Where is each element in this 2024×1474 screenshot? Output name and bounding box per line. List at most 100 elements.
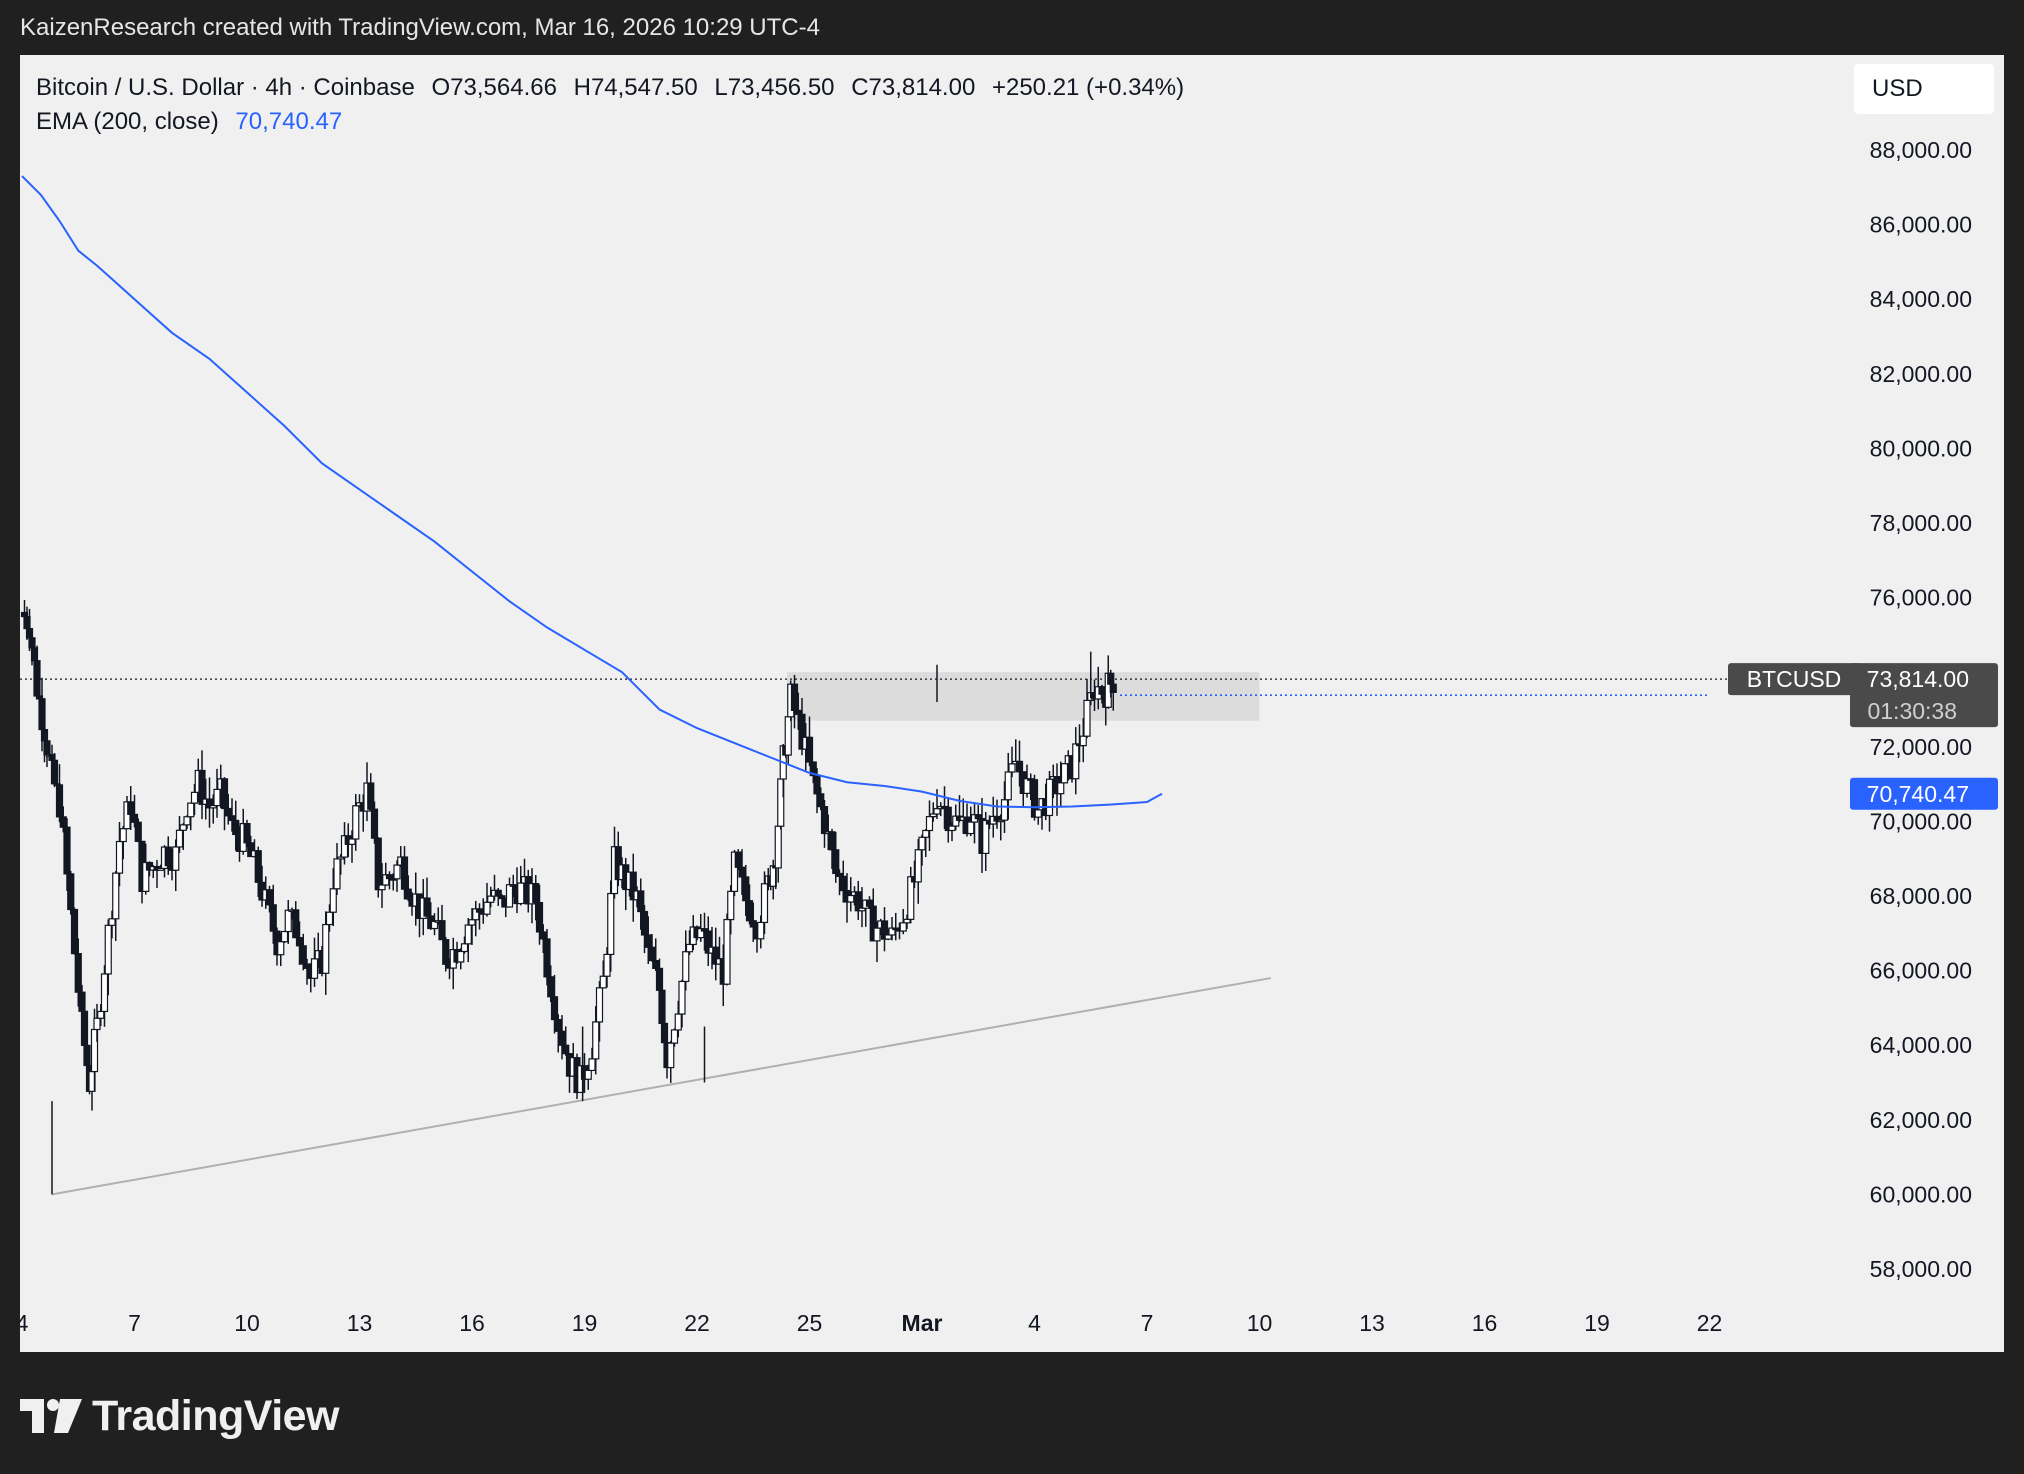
candle-body [599,975,607,989]
candle-body [303,963,311,969]
candle-body [190,791,199,804]
candle-body [254,850,262,883]
candle-body [1083,699,1091,737]
legend-high: H74,547.50 [573,74,698,101]
candle-body [948,825,956,832]
candle-body [457,950,465,963]
tradingview-logo-text: TradingView [92,1391,340,1440]
x-tick-label: 13 [347,1310,373,1336]
candle-body [119,828,127,843]
price-chart[interactable]: 88,000.00 86,000.00 84,000.00 82,000.00 80,0… [20,55,2004,1352]
candle-body [310,958,319,979]
y-tick-label: 64,000.00 [1870,1032,1972,1058]
candle-body [828,831,836,851]
legend-open: O73,564.66 [431,74,557,101]
legend-symbol[interactable]: Bitcoin / U.S. Dollar · 4h · Coinbase [36,74,415,101]
x-tick-label: 10 [234,1310,260,1336]
candle-body [847,894,855,903]
candle-body [322,923,330,974]
candle-body [175,829,184,848]
candle-body [400,856,409,890]
x-tick-label: 22 [1697,1310,1723,1336]
candle-body [404,888,412,900]
candle-body [112,872,120,920]
candle-body [115,840,124,874]
candle-body [640,910,649,936]
candle-body [378,884,386,891]
candle-body [757,921,765,940]
candle-body [607,892,615,956]
candle-body [265,889,274,906]
legend-change: +250.21 (+0.34%) [991,74,1185,101]
candles [20,599,1117,1195]
candle-body [59,816,67,828]
candle-body [179,824,187,831]
y-tick-label: 76,000.00 [1870,585,1972,611]
candle-body [884,934,892,940]
candle-body [1057,782,1065,795]
candle-body [817,793,825,808]
candle-body [100,973,109,1013]
legend-ema-row: EMA (200, close) 70,740.47 [36,105,1184,139]
last-price-label [1850,663,1998,728]
candle-body [1060,763,1069,784]
candle-body [674,1013,682,1031]
candle-body [284,909,292,933]
resistance-zone[interactable] [787,672,1260,721]
candle-body [652,960,660,970]
y-tick-label: 78,000.00 [1870,510,1972,536]
candle-body [468,919,476,926]
currency-selector[interactable]: USD [1854,64,1994,114]
support-trendline[interactable] [51,977,1271,1196]
candle-body [299,945,307,965]
candle-body [727,890,735,921]
candle-body [494,889,502,897]
candle-body [325,911,334,926]
candle-body [899,922,907,932]
candle-body [104,924,112,975]
legend-ema-label[interactable]: EMA (200, close) [36,108,219,135]
candle-body [517,882,525,905]
candle-body [295,937,304,947]
candle-body [749,920,757,928]
candle-body [1098,686,1106,695]
candle-body [723,918,731,985]
candle-body [352,805,360,840]
tradingview-logo[interactable]: TradingView [20,1388,340,1444]
y-tick-label: 60,000.00 [1870,1181,1972,1207]
candle-body [438,920,446,941]
candle-body [637,890,645,913]
candle-body [730,851,739,892]
candle-body [982,819,990,854]
candle-body [1030,779,1039,818]
y-tick-label: 68,000.00 [1870,883,1972,909]
candle-body [55,784,64,818]
candle-body [430,920,439,930]
candle-body [1023,778,1031,795]
candle-body [67,873,75,911]
candle-body [629,871,637,901]
candle-body [685,943,694,953]
candle-body [370,808,379,839]
candle-body [658,989,666,1025]
candle-body [648,946,656,962]
candle-body [423,897,431,917]
candle-body [603,953,611,977]
candle-body [539,931,547,940]
candle-body [805,736,814,763]
candle-body [220,778,229,810]
y-tick-label: 82,000.00 [1870,361,1972,387]
ema-price-label [1850,777,1998,810]
candle-body [667,1042,675,1069]
candle-body [678,980,686,1015]
candle-body [1000,799,1009,821]
candle-body [550,996,559,1021]
chart-pane[interactable]: 88,000.00 86,000.00 84,000.00 82,000.00 80,0… [20,55,2004,1352]
ema-200-line[interactable] [21,175,1163,809]
candle-body [483,901,491,915]
x-tick-label: Mar [902,1310,943,1336]
header-bar: KaizenResearch created with TradingView.… [0,0,2024,56]
candle-body [774,825,782,869]
candle-body [487,895,495,903]
candle-body [228,815,236,822]
